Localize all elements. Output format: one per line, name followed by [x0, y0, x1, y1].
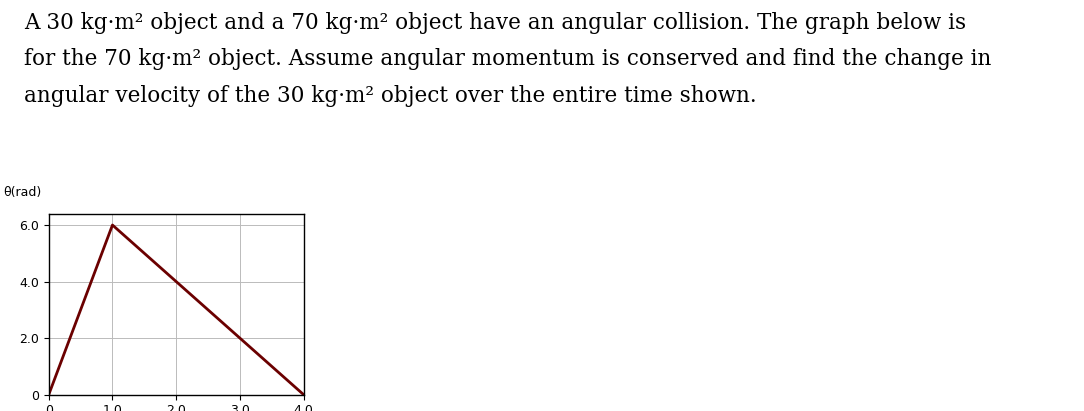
Text: for the 70 kg·m² object. Assume angular momentum is conserved and find the chang: for the 70 kg·m² object. Assume angular … [24, 48, 991, 71]
Text: angular velocity of the 30 kg·m² object over the entire time shown.: angular velocity of the 30 kg·m² object … [24, 85, 757, 107]
Text: A 30 kg·m² object and a 70 kg·m² object have an angular collision. The graph bel: A 30 kg·m² object and a 70 kg·m² object … [24, 12, 966, 35]
Text: θ(rad): θ(rad) [3, 186, 41, 199]
